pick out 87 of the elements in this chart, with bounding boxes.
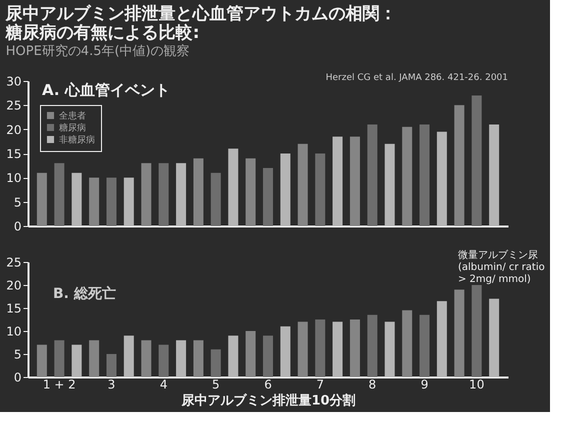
y-tick-label: 0	[14, 220, 22, 234]
x-tick-label: 7	[316, 378, 324, 392]
bar	[210, 349, 221, 377]
bar	[402, 310, 412, 377]
bar	[350, 320, 360, 377]
bar	[472, 285, 482, 377]
bar	[228, 148, 238, 226]
y-tick-label: 25	[6, 256, 22, 270]
bar	[72, 344, 82, 377]
bar	[280, 154, 290, 226]
bar	[332, 322, 343, 377]
x-tick-label: 4	[160, 378, 168, 392]
bar	[176, 340, 186, 377]
bar	[420, 124, 430, 226]
y-tick-label: 15	[6, 302, 22, 316]
bar	[280, 326, 290, 377]
bar	[472, 96, 482, 226]
bar	[315, 154, 326, 226]
x-tick-label: 1 + 2	[42, 378, 76, 392]
x-tick-label: 9	[420, 378, 428, 392]
bar	[106, 354, 116, 377]
y-tick-label: 20	[6, 278, 22, 292]
bar	[72, 172, 82, 226]
bar	[489, 298, 500, 377]
bar	[193, 158, 204, 226]
bar	[454, 290, 464, 377]
bar	[246, 331, 256, 377]
bar	[158, 344, 169, 377]
annotation: Herzel CG et al. JAMA 286. 421-26. 2001	[326, 73, 508, 83]
y-tick-label: 30	[6, 74, 22, 88]
bar	[176, 163, 186, 226]
legend-label: 非糖尿病	[59, 134, 95, 146]
bar	[315, 320, 326, 377]
bar	[158, 163, 169, 226]
bar	[54, 340, 64, 377]
bar	[420, 314, 430, 377]
bar	[298, 322, 308, 377]
bar	[36, 172, 47, 226]
bar	[402, 126, 412, 226]
x-tick-label: 10	[469, 378, 484, 392]
annotation: 微量アルブミン尿 (albumin/ cr ratio > 2mg/ mmol)	[458, 249, 545, 285]
bar	[54, 163, 64, 226]
x-tick-label: 6	[264, 378, 272, 392]
y-tick-label: 5	[14, 195, 22, 210]
x-tick-label: 8	[368, 378, 376, 392]
bar	[141, 163, 152, 226]
bar	[332, 136, 343, 226]
bar	[263, 336, 273, 377]
bar	[89, 178, 100, 226]
bar	[367, 124, 378, 226]
y-tick-label: 20	[6, 122, 22, 137]
text: 尿中アルブミン排泄量と心血管アウトカムの相関：	[6, 4, 397, 24]
y-tick-label: 10	[6, 171, 22, 186]
y-tick-label: 15	[6, 147, 22, 161]
bar	[350, 136, 360, 226]
bar	[141, 340, 152, 377]
bar	[228, 336, 238, 377]
chart-subtitle: HOPE研究の4.5年(中値)の観察	[6, 43, 190, 59]
y-tick-label: 0	[14, 370, 22, 384]
bar	[489, 124, 500, 226]
bar	[367, 314, 378, 377]
bar	[36, 344, 47, 377]
bar	[454, 105, 464, 226]
bar	[124, 178, 134, 226]
bar	[263, 168, 273, 226]
annotation: B. 総死亡	[53, 285, 116, 302]
bar	[210, 172, 221, 226]
y-tick-label: 5	[14, 348, 22, 362]
x-axis-title: 尿中アルブミン排泄量10分割	[180, 392, 356, 408]
bar	[106, 178, 116, 226]
x-tick-label: 5	[212, 378, 220, 392]
legend-label: 糖尿病	[59, 122, 86, 134]
x-tick-label: 3	[108, 378, 116, 392]
bar	[246, 158, 256, 226]
y-tick-label: 10	[6, 324, 22, 338]
legend-label: 全患者	[59, 110, 86, 122]
text: 糖尿病の有無による比較:	[6, 23, 200, 43]
bar	[436, 301, 447, 377]
y-tick-label: 25	[6, 98, 22, 113]
bar	[124, 336, 134, 377]
bar	[193, 340, 204, 377]
bar	[89, 340, 100, 377]
bar	[384, 144, 395, 226]
bar	[436, 132, 447, 226]
bar	[384, 322, 395, 377]
annotation: A. 心血管イベント	[42, 81, 170, 99]
bar	[298, 144, 308, 226]
